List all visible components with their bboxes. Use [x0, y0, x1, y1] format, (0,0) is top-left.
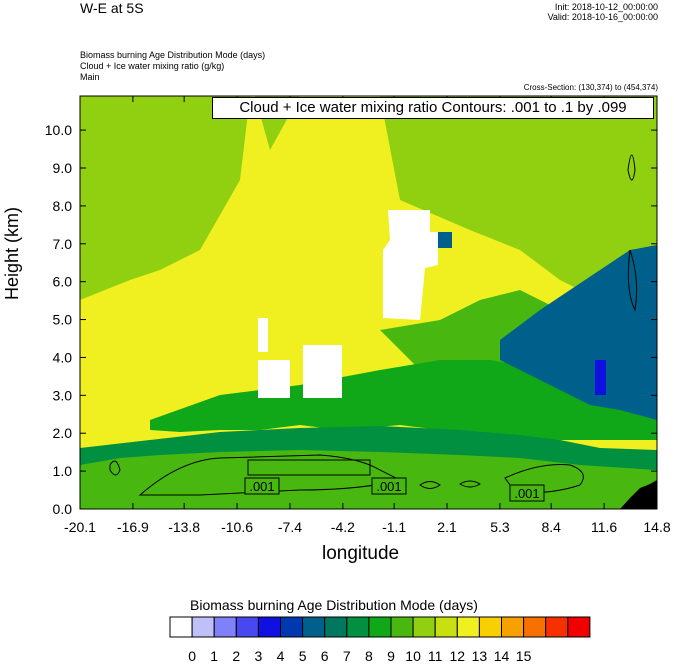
x-tick-label: -7.4 — [278, 519, 302, 535]
colorbar-swatch — [302, 616, 326, 638]
contour-legend-box: Cloud + Ice water mixing ratio Contours:… — [212, 97, 654, 119]
colorbar-swatch — [280, 616, 304, 638]
region-small-blue — [438, 232, 452, 248]
colorbar-swatch — [478, 616, 502, 638]
colorbar-tick-label: 12 — [450, 648, 466, 664]
y-tick-label: 7.0 — [53, 236, 73, 252]
y-tick-label: 10.0 — [45, 122, 72, 138]
region-upper-green — [80, 96, 250, 180]
colorbar-tick-label: 13 — [472, 648, 488, 664]
colorbar-tick-label: 8 — [365, 648, 373, 664]
x-tick-label: 2.1 — [437, 519, 457, 535]
contour-line — [627, 249, 638, 312]
colorbar-tick-label: 1 — [210, 648, 218, 664]
x-tick-label: -20.1 — [64, 519, 96, 535]
svg-text:.001: .001 — [249, 479, 274, 494]
y-tick-label: 9.0 — [53, 160, 73, 176]
colorbar-swatch — [257, 616, 281, 638]
colorbar-swatch — [346, 616, 370, 638]
region-white-3 — [258, 360, 290, 398]
colorbar-swatch — [213, 616, 237, 638]
colorbar-tick-label: 5 — [299, 648, 307, 664]
colorbar-swatch — [567, 616, 591, 638]
x-tick-label: 8.4 — [541, 519, 561, 535]
contour-value-label: .001 — [509, 484, 545, 502]
x-axis: -20.1 -16.9 -13.8 -10.6 -7.4 -4.2 -1.1 2.1 5.3 8.… — [64, 96, 671, 535]
x-tick-label: 5.3 — [490, 519, 510, 535]
colorbar-title: Biomass burning Age Distribution Mode (d… — [190, 597, 478, 613]
y-axis-label: Height (km) — [2, 206, 22, 300]
contour-line — [627, 154, 636, 181]
colorbar-tick-label: 4 — [277, 648, 285, 664]
colorbar-tick-label: 2 — [232, 648, 240, 664]
colorbar-swatch — [501, 616, 525, 638]
contour-line — [138, 454, 402, 496]
colorbar-tick-label: 7 — [343, 648, 351, 664]
colorbar-tick-label: 15 — [516, 648, 532, 664]
x-tick-label: 11.6 — [591, 519, 617, 535]
colorbar-swatch — [456, 616, 480, 638]
region-white-1 — [383, 210, 438, 320]
init-time: Init: 2018-10-12_00:00:00 — [554, 2, 658, 12]
colorbar-swatch — [434, 616, 458, 638]
contour-value-label: .001 — [371, 477, 407, 495]
plot-title: W-E at 5S — [80, 0, 144, 16]
colorbar-tick-label: 0 — [188, 648, 196, 664]
region-mid-green — [150, 360, 657, 440]
x-tick-label: -4.2 — [331, 519, 355, 535]
y-tick-label: 4.0 — [53, 349, 73, 365]
colorbar-swatch — [412, 616, 436, 638]
contour-line — [459, 480, 481, 488]
colorbar-swatch — [169, 616, 193, 638]
cross-section-label: Cross-Section: (130,374) to (454,374) — [523, 83, 658, 92]
y-tick-label: 2.0 — [53, 425, 73, 441]
svg-text:.001: .001 — [376, 479, 401, 494]
colorbar-swatch — [191, 616, 215, 638]
x-axis-label: longitude — [322, 543, 400, 564]
colorbar-swatch — [545, 616, 569, 638]
colorbar-swatch — [324, 616, 348, 638]
y-tick-label: 1.0 — [53, 463, 73, 479]
colorbar-tick-label: 3 — [255, 648, 263, 664]
y-tick-label: 6.0 — [53, 274, 73, 290]
colorbar-swatch — [390, 616, 414, 638]
colorbar-swatch — [368, 616, 392, 638]
region-east-blue — [500, 245, 657, 420]
contour-layer: .001 .001 .001 — [109, 154, 638, 502]
x-tick-label: -16.9 — [117, 519, 149, 535]
contour-value-label: .001 — [244, 477, 280, 495]
colorbar: 0 1 2 3 4 5 6 7 8 9 10 11 12 13 14 15 — [169, 616, 591, 664]
x-tick-label: 14.8 — [643, 519, 670, 535]
y-axis: 0.0 1.0 2.0 3.0 4.0 5.0 6.0 7.0 8.0 9.0 10.0 — [45, 122, 657, 517]
x-tick-label: -10.6 — [221, 519, 253, 535]
region-white-4 — [303, 345, 342, 398]
y-tick-label: 3.0 — [53, 387, 73, 403]
subtitle-domain: Main — [80, 72, 100, 82]
svg-text:.001: .001 — [514, 486, 539, 501]
colorbar-tick-label: 9 — [387, 648, 395, 664]
y-tick-label: 0.0 — [53, 501, 73, 517]
y-tick-label: 5.0 — [53, 312, 73, 328]
region-white-2 — [258, 318, 268, 352]
x-tick-label: -13.8 — [168, 519, 200, 535]
colorbar-swatch — [523, 616, 547, 638]
x-tick-label: -1.1 — [382, 519, 406, 535]
contour-line — [419, 481, 441, 489]
heatmap-fill-layer — [80, 96, 657, 509]
y-tick-label: 8.0 — [53, 198, 73, 214]
colorbar-tick-label: 11 — [428, 648, 443, 664]
plot-frame — [79, 95, 658, 510]
colorbar-tick-label: 6 — [321, 648, 329, 664]
contour-line — [247, 459, 371, 476]
colorbar-tick-label: 10 — [405, 648, 421, 664]
subtitle-contour-field: Cloud + Ice water mixing ratio (g/kg) — [80, 61, 225, 71]
contour-line — [109, 460, 121, 476]
region-east-dark-blue — [595, 360, 606, 395]
subtitle-fill-field: Biomass burning Age Distribution Mode (d… — [80, 50, 266, 60]
region-terrain — [620, 480, 657, 509]
valid-time: Valid: 2018-10-16_00:00:00 — [547, 12, 658, 22]
colorbar-swatch — [235, 616, 259, 638]
colorbar-tick-label: 14 — [494, 648, 510, 664]
